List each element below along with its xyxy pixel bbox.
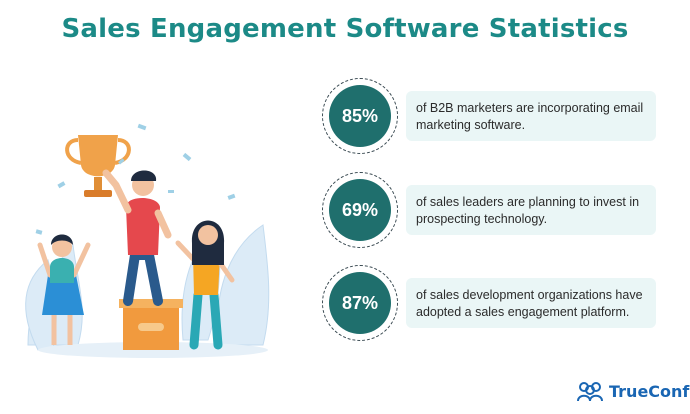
stat-value-circle: 85%	[329, 85, 391, 147]
stat-value-circle: 69%	[329, 179, 391, 241]
stat-text-card: of B2B marketers are incorporating email…	[406, 91, 656, 141]
confetti-icon	[35, 123, 236, 235]
stat-text-card: of sales leaders are planning to invest …	[406, 185, 656, 235]
podium-icon	[119, 299, 183, 350]
stat-item-1: 85% of B2B marketers are incorporating e…	[322, 78, 662, 154]
dashed-ring	[322, 172, 398, 248]
stat-text-card: of sales development organizations have …	[406, 278, 656, 328]
stat-item-2: 69% of sales leaders are planning to inv…	[322, 172, 662, 248]
woman-left-icon	[37, 234, 91, 345]
people-group-icon	[577, 382, 603, 402]
woman-right-icon	[175, 220, 235, 350]
stat-value-circle: 87%	[329, 272, 391, 334]
page-title: Sales Engagement Software Statistics	[61, 14, 629, 44]
winners-podium-trophy-illustration	[25, 123, 270, 358]
brand-name: TrueConf	[609, 381, 690, 401]
trophy-icon	[65, 135, 131, 197]
dashed-ring	[322, 78, 398, 154]
dashed-ring	[322, 265, 398, 341]
brand-logo[interactable]: TrueConf	[575, 378, 689, 404]
stat-item-3: 87% of sales development organizations h…	[322, 265, 662, 341]
winner-person-icon	[102, 169, 172, 306]
